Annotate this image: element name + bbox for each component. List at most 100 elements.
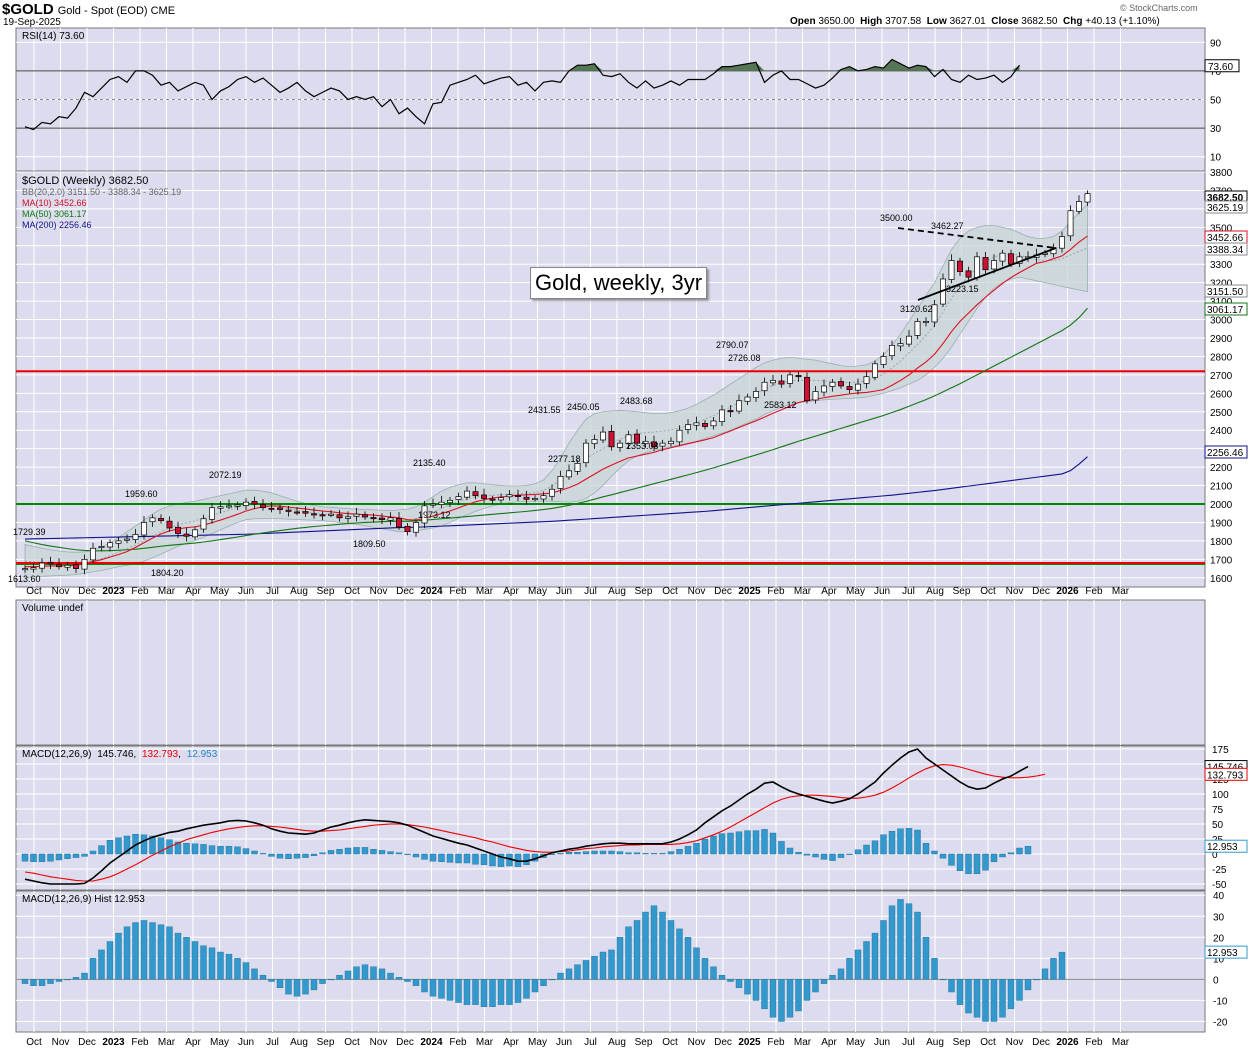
hist-bar (336, 974, 343, 980)
macd-hist-bar (106, 840, 114, 855)
x-tick-label: Oct (980, 1037, 996, 1048)
hist-bar (540, 979, 547, 986)
x-tick-label: Feb (131, 1037, 149, 1048)
candle-body (617, 442, 623, 448)
x-tick-label: Jul (584, 586, 597, 597)
hist-bar (990, 979, 998, 1022)
x-tick-label: Feb (767, 1037, 785, 1048)
x-tick-label: Mar (1112, 1037, 1130, 1048)
hist-bar (327, 979, 335, 981)
macd-hist-bar (234, 846, 241, 855)
macd-hist-chart (16, 899, 1205, 1022)
hist-bar (55, 979, 63, 982)
hist-bar (191, 941, 199, 980)
candle-body (430, 503, 436, 506)
triangle-upper-line (897, 227, 1057, 249)
rsi-overbought-fill (900, 63, 909, 71)
candle-body (523, 496, 530, 500)
hist-bar (591, 956, 598, 980)
x-tick-label: Aug (608, 1037, 626, 1048)
macd-hist-bar (914, 829, 921, 855)
macd-hist-bar (591, 850, 598, 855)
candle-body (370, 517, 377, 520)
price-value-tag (1204, 445, 1248, 459)
hist-bar (795, 979, 802, 1012)
x-tick-label: Jul (266, 586, 279, 597)
rsi-tick-label: 70 (1210, 67, 1222, 78)
hist-bar (370, 966, 377, 980)
candle-body (821, 385, 827, 393)
hist-bar (319, 979, 326, 984)
candle-body (761, 381, 768, 392)
hist-bar (183, 937, 190, 980)
hist-bar (761, 979, 768, 1010)
chart-annotation: Gold, weekly, 3yr (530, 267, 708, 299)
hist-bar (353, 966, 360, 980)
hist-bar (81, 972, 88, 980)
price-annotation-label: 2072.19 (209, 470, 242, 480)
price-annotation-label: 1973.12 (418, 510, 451, 520)
x-tick-label: May (210, 1037, 229, 1048)
macd-hist-bar (523, 853, 530, 866)
macd-hist-bar (208, 845, 216, 855)
macd-hist-bar (795, 852, 802, 855)
candle-body (243, 501, 249, 506)
x-tick-label: Mar (794, 586, 812, 597)
change-value: +40.13 (+1.10%) (1085, 16, 1160, 27)
candle-body (413, 522, 419, 533)
x-tick-label: Jun (556, 1037, 572, 1048)
hist-bar (514, 979, 522, 1003)
macd-hist-bar (650, 853, 658, 855)
rsi-tick-label: 90 (1210, 38, 1222, 49)
price-annotation-label: 2431.55 (528, 405, 561, 415)
macd-hist-bar (387, 851, 394, 855)
macd-hist-bar (327, 850, 335, 855)
hist-bar (217, 951, 224, 980)
candle-body (685, 424, 691, 430)
candle-body (158, 518, 164, 521)
hist-bar (684, 937, 692, 980)
hist-bar (412, 979, 420, 986)
hist-bar (446, 979, 454, 1001)
hist-bar (242, 962, 250, 980)
triangle-pattern (897, 227, 1057, 301)
macd-hist-bar (310, 853, 318, 856)
price-value-tag-text: 3452.66 (1207, 233, 1244, 244)
x-tick-label: Aug (926, 586, 944, 597)
candle-body (999, 252, 1006, 262)
candle-body (549, 488, 555, 497)
symbol-description: Gold - Spot (EOD) CME (57, 5, 176, 17)
candle-body (192, 529, 198, 538)
x-tick-label: Mar (1112, 586, 1130, 597)
hist-bar (251, 968, 258, 980)
macd-hist-bar (633, 852, 641, 855)
macd-hist-bar (123, 835, 131, 855)
macd-hist-bar (353, 847, 360, 855)
candle-body (506, 494, 513, 498)
price-annotation-label: 3500.00 (880, 213, 913, 223)
candle-body (166, 520, 173, 529)
candle-body (719, 409, 725, 422)
x-tick-label: Feb (449, 586, 467, 597)
price-tick-label: 1600 (1210, 574, 1233, 585)
candle-body (447, 499, 453, 504)
candle-body (829, 381, 836, 387)
macd-hist-bar (463, 853, 471, 864)
hist-bar (888, 905, 896, 980)
axis-labels: Oct Oct Nov Nov Dec Dec 2023 2023 Feb Feb Mar Mar Ap… (26, 38, 1248, 1048)
hist-bar (429, 979, 437, 997)
x-tick-label: Feb (449, 1037, 467, 1048)
macd-hist-bar (565, 852, 573, 855)
hist-tick-label: 20 (1213, 933, 1225, 944)
rsi-tick-label: 30 (1210, 124, 1222, 135)
macd-tick-label: 0 (1212, 850, 1218, 861)
price-tick-label: 3200 (1210, 279, 1233, 290)
price-annotation-label: 2277.18 (548, 454, 581, 464)
macd-hist-bar (497, 853, 505, 867)
hist-value-tag (1204, 945, 1248, 959)
candle-body (489, 498, 496, 501)
candle-body (583, 442, 589, 464)
price-value-tag (1204, 200, 1248, 214)
macd-tick-label: 50 (1212, 820, 1224, 831)
hist-bar (557, 972, 564, 980)
